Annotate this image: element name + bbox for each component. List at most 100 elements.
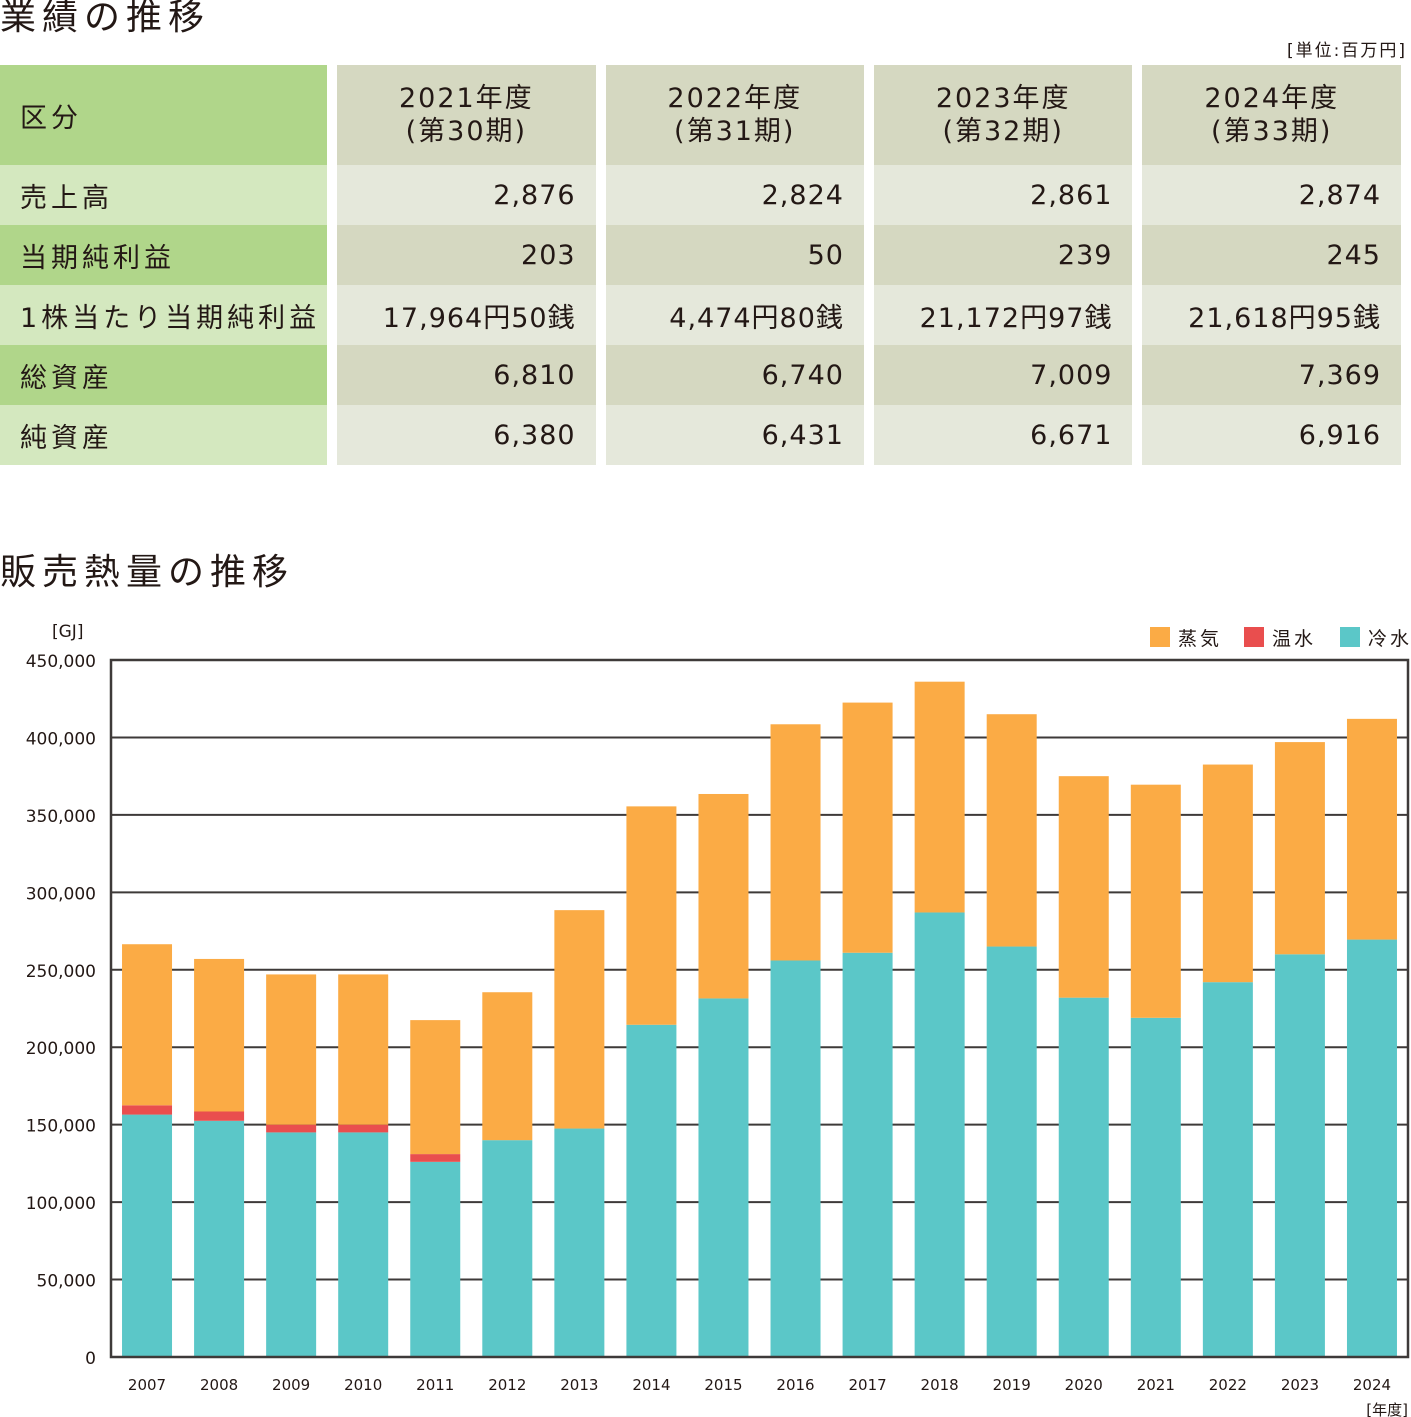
bar-segment: [842, 702, 893, 953]
bar-segment: [1346, 718, 1397, 940]
bar-segment: [842, 952, 893, 1357]
row-label: 当期純利益: [0, 225, 328, 285]
bar-segment: [698, 793, 749, 999]
value-cell: 6,916: [1142, 405, 1401, 465]
value-cell: 6,380: [337, 405, 596, 465]
value-cell: 2,861: [873, 165, 1133, 225]
x-tick-label: 2020: [1065, 1376, 1103, 1394]
chart-title: 販売熱量の推移: [0, 552, 295, 593]
bar-segment: [338, 1124, 389, 1133]
x-tick-label: 2008: [200, 1376, 238, 1394]
row-label: 売上高: [0, 165, 328, 225]
year-label: 2023年度: [935, 83, 1071, 114]
bar-segment: [122, 1114, 173, 1357]
legend-swatch: [1244, 627, 1264, 647]
x-axis-label: [年度]: [1366, 1401, 1408, 1417]
bar-segment: [1202, 982, 1253, 1357]
year-header: 2024年度 (第33期): [1142, 65, 1401, 165]
bar-segment: [1202, 764, 1253, 983]
value-cell: 7,009: [873, 345, 1133, 405]
bar-segment: [770, 960, 821, 1357]
value-cell: 2,874: [1142, 165, 1401, 225]
row-label: 総資産: [0, 345, 328, 405]
y-tick-label: 200,000: [26, 1039, 96, 1059]
bar-segment: [410, 1161, 461, 1357]
value-cell: 245: [1142, 225, 1401, 285]
performance-table: 区分 2021年度 (第30期) 2022年度 (第31期) 2023年度 (第…: [0, 65, 1411, 465]
bar-segment: [626, 806, 677, 1025]
table-row-eps: 1株当たり当期純利益 17,964円50銭 4,474円80銭 21,172円9…: [0, 285, 1401, 345]
bar-segment: [482, 1140, 533, 1357]
period-label: (第30期): [405, 116, 528, 147]
value-cell: 239: [873, 225, 1133, 285]
bar-segment: [1346, 939, 1397, 1357]
bar-segment: [554, 910, 605, 1129]
period-label: (第32期): [942, 116, 1064, 147]
y-tick-label: 450,000: [26, 652, 96, 672]
value-cell: 203: [337, 225, 596, 285]
bar-segment: [410, 1154, 461, 1162]
table-row-sales: 売上高 2,876 2,824 2,861 2,874: [0, 165, 1401, 225]
legend-swatch: [1340, 627, 1360, 647]
table-row-total-assets: 総資産 6,810 6,740 7,009 7,369: [0, 345, 1401, 405]
value-cell: 17,964円50銭: [337, 285, 596, 345]
x-tick-label: 2019: [993, 1376, 1031, 1394]
row-label: 純資産: [0, 405, 328, 465]
bar-segment: [266, 1124, 317, 1133]
bar-segment: [194, 958, 245, 1112]
legend-label: 冷水: [1368, 628, 1411, 650]
value-cell: 2,824: [605, 165, 864, 225]
y-axis-label: [GJ]: [52, 622, 83, 642]
x-tick-label: 2018: [921, 1376, 959, 1394]
x-tick-label: 2014: [632, 1376, 670, 1394]
bar-segment: [1274, 954, 1325, 1357]
x-tick-label: 2011: [416, 1376, 454, 1394]
y-tick-label: 150,000: [26, 1117, 96, 1137]
table-header-row: 区分 2021年度 (第30期) 2022年度 (第31期) 2023年度 (第…: [0, 65, 1401, 165]
bar-segment: [1130, 1017, 1181, 1357]
value-cell: 7,369: [1142, 345, 1401, 405]
x-tick-label: 2013: [560, 1376, 598, 1394]
bar-segment: [1058, 776, 1109, 998]
year-label: 2021年度: [398, 83, 534, 114]
bar-segment: [194, 1120, 245, 1357]
bar-segment: [986, 946, 1037, 1357]
year-header: 2021年度 (第30期): [337, 65, 596, 165]
year-header: 2023年度 (第32期): [873, 65, 1133, 165]
bar-segment: [986, 714, 1037, 947]
bar-segment: [698, 998, 749, 1357]
unit-note: [単位:百万円]: [1287, 41, 1407, 61]
value-cell: 4,474円80銭: [605, 285, 864, 345]
y-tick-label: 50,000: [37, 1272, 96, 1292]
year-label: 2022年度: [667, 83, 803, 114]
x-tick-label: 2023: [1281, 1376, 1319, 1394]
plot-frame: [109, 658, 1410, 1359]
bar-segment: [1058, 997, 1109, 1357]
y-tick-label: 300,000: [26, 884, 96, 904]
legend-label: 蒸気: [1178, 628, 1222, 650]
y-tick-label: 350,000: [26, 807, 96, 827]
x-tick-label: 2007: [128, 1376, 166, 1394]
performance-table-body: 区分 2021年度 (第30期) 2022年度 (第31期) 2023年度 (第…: [0, 65, 1401, 465]
bar-segment: [122, 1105, 173, 1115]
y-tick-label: 0: [85, 1349, 96, 1369]
bar-segment: [1274, 742, 1325, 955]
bar-segment: [554, 1128, 605, 1357]
bar-segment: [338, 1132, 389, 1357]
bar-segment: [194, 1111, 245, 1121]
year-label: 2024年度: [1204, 83, 1340, 114]
bar-segment: [338, 974, 389, 1125]
value-cell: 6,810: [337, 345, 596, 405]
heat-sales-chart: 0 50,000 100,000 150,000 200,000 250,000 300,0…: [26, 622, 1411, 1417]
bar-segment: [1130, 784, 1181, 1018]
value-cell: 2,876: [337, 165, 596, 225]
bar-segment: [770, 724, 821, 961]
value-cell: 21,618円95銭: [1142, 285, 1401, 345]
bar-segment: [410, 1020, 461, 1155]
bar-segment: [266, 1132, 317, 1357]
legend-label: 温水: [1272, 628, 1316, 650]
x-tick-label: 2012: [488, 1376, 526, 1394]
bar-segment: [266, 974, 317, 1125]
performance-title: 業績の推移: [0, 0, 211, 38]
bar-segment: [482, 992, 533, 1141]
